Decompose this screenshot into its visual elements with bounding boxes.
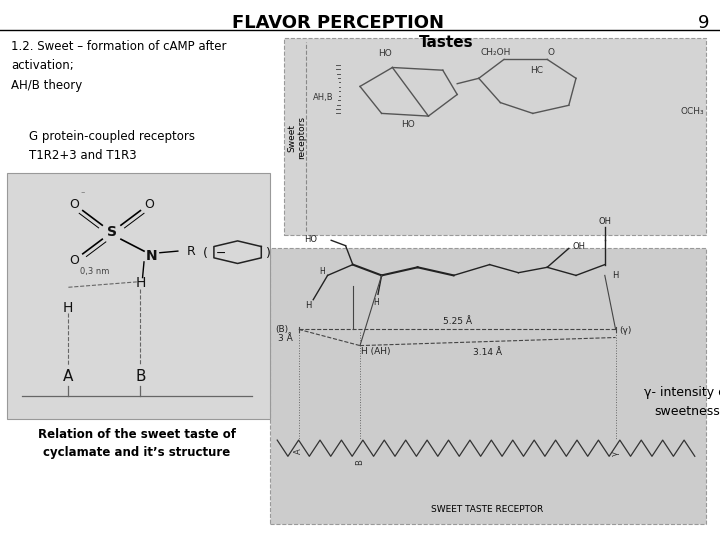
Text: H: H <box>612 271 618 280</box>
Text: H (AH): H (AH) <box>361 347 391 356</box>
Text: H: H <box>63 301 73 315</box>
Text: O: O <box>69 254 79 267</box>
Text: O: O <box>144 198 154 211</box>
Text: B: B <box>356 459 364 465</box>
Text: 3.14 Å: 3.14 Å <box>473 348 502 357</box>
Text: FLAVOR PERCEPTION: FLAVOR PERCEPTION <box>233 14 444 32</box>
Text: 1.2. Sweet – formation of cAMP after
activation;
AH/B theory: 1.2. Sweet – formation of cAMP after act… <box>11 40 226 91</box>
Text: H: H <box>373 298 379 307</box>
Text: CH₂OH: CH₂OH <box>481 48 511 57</box>
Text: OCH₃: OCH₃ <box>680 107 704 116</box>
Text: OH: OH <box>572 242 585 251</box>
Text: (  −: ( − <box>203 247 226 260</box>
Text: H: H <box>135 276 145 290</box>
Bar <box>284 38 706 235</box>
Text: HO: HO <box>378 49 392 58</box>
Text: 3 Å: 3 Å <box>279 334 293 342</box>
Text: OH: OH <box>598 217 611 226</box>
Text: SWEET TASTE RECEPTOR: SWEET TASTE RECEPTOR <box>431 505 544 514</box>
Text: (B): (B) <box>275 325 288 334</box>
Text: N: N <box>145 249 157 264</box>
Text: 5.25 Å: 5.25 Å <box>443 316 472 326</box>
Text: ⁻: ⁻ <box>81 190 85 199</box>
Text: HO: HO <box>304 235 317 244</box>
Text: R: R <box>186 245 195 258</box>
Text: S: S <box>107 225 117 239</box>
Text: HO: HO <box>401 120 415 129</box>
Text: ): ) <box>266 247 271 260</box>
Text: A: A <box>63 369 73 384</box>
Text: 0,3 nm: 0,3 nm <box>81 267 109 276</box>
Bar <box>7 173 270 418</box>
Text: H: H <box>320 267 325 275</box>
Text: γ: γ <box>611 451 620 456</box>
Text: (γ): (γ) <box>619 326 631 335</box>
Text: B: B <box>135 369 145 384</box>
Text: H: H <box>305 301 311 310</box>
Text: O: O <box>547 48 554 57</box>
Text: γ- intensity of
sweetness: γ- intensity of sweetness <box>644 386 720 418</box>
Text: AH,B: AH,B <box>312 93 333 102</box>
Text: HC: HC <box>531 66 544 75</box>
Text: G protein-coupled receptors
T1R2+3 and T1R3: G protein-coupled receptors T1R2+3 and T… <box>29 130 195 161</box>
Text: 9: 9 <box>698 14 709 32</box>
Text: O: O <box>69 198 79 211</box>
Text: Tastes: Tastes <box>419 35 474 50</box>
Bar <box>270 248 706 524</box>
Text: A: A <box>294 448 303 454</box>
Text: Sweet
receptors: Sweet receptors <box>287 116 306 159</box>
Text: Relation of the sweet taste of
cyclamate and it’s structure: Relation of the sweet taste of cyclamate… <box>38 428 236 459</box>
